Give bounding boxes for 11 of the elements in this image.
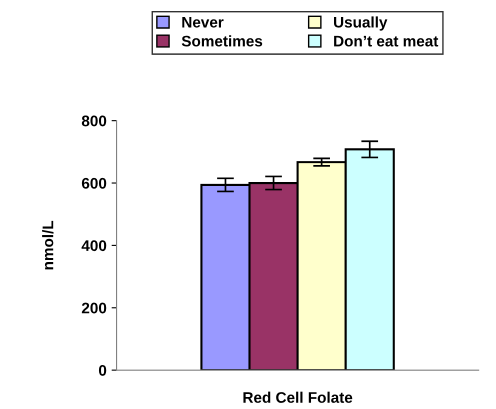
y-tick-label: 400: [82, 240, 106, 252]
legend-label: Usually: [334, 16, 388, 31]
y-tick-label: 800: [82, 116, 106, 126]
x-axis-title: Red Cell Folate: [243, 392, 352, 403]
legend-label: Never: [182, 16, 224, 28]
y-axis-title: nmol/L: [42, 220, 54, 270]
legend-label: Don’t eat meat: [334, 36, 438, 47]
legend-label: Sometimes: [182, 35, 262, 47]
y-tick-label: 0: [98, 365, 106, 376]
y-tick-label: 200: [82, 302, 106, 314]
y-tick-label: 600: [82, 178, 106, 189]
